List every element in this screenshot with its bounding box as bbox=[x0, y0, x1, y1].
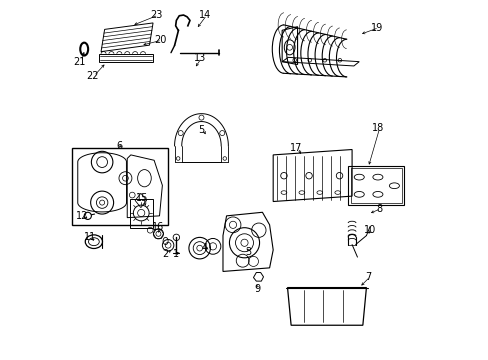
Text: 10: 10 bbox=[363, 225, 375, 235]
Text: 23: 23 bbox=[150, 10, 163, 20]
Text: 4: 4 bbox=[202, 243, 208, 253]
Text: 6: 6 bbox=[116, 141, 122, 151]
Text: 3: 3 bbox=[244, 247, 251, 257]
Text: 1: 1 bbox=[173, 248, 179, 258]
Text: 14: 14 bbox=[199, 10, 211, 20]
Bar bbox=[348, 166, 403, 205]
Text: 17: 17 bbox=[290, 143, 302, 153]
Text: 12: 12 bbox=[76, 211, 88, 221]
Bar bbox=[129, 199, 153, 228]
Text: 2: 2 bbox=[162, 248, 168, 258]
Text: 11: 11 bbox=[83, 232, 96, 242]
Text: 22: 22 bbox=[86, 71, 98, 81]
Text: 13: 13 bbox=[193, 53, 205, 63]
Text: 20: 20 bbox=[154, 35, 166, 45]
Bar bbox=[350, 168, 401, 203]
Text: 7: 7 bbox=[365, 272, 370, 282]
Text: 19: 19 bbox=[370, 23, 383, 33]
Text: 15: 15 bbox=[136, 193, 148, 203]
Text: 9: 9 bbox=[253, 284, 260, 294]
Bar bbox=[99, 54, 153, 62]
Text: 5: 5 bbox=[198, 125, 204, 135]
Text: 21: 21 bbox=[73, 57, 85, 67]
Text: 16: 16 bbox=[152, 222, 164, 231]
Text: 8: 8 bbox=[375, 204, 381, 214]
Text: 18: 18 bbox=[371, 123, 383, 133]
Bar bbox=[72, 148, 168, 225]
